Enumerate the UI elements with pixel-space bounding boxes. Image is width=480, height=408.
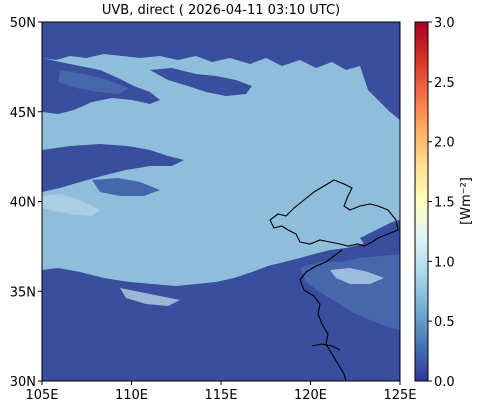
x-tick-label-4: 125E <box>383 388 416 403</box>
x-tick-label-2: 115E <box>204 388 237 403</box>
colorbar <box>414 21 429 382</box>
x-tick-label-1: 110E <box>115 388 148 403</box>
colorbar-tick-label-0: 0.0 <box>434 375 455 390</box>
cloud-northwest-mottle <box>58 70 128 94</box>
cloud-northwest-streak <box>150 68 252 96</box>
x-tick-label-3: 120E <box>294 388 327 403</box>
colorbar-ticks: 0.0 0.5 1.0 1.5 2.0 2.5 3.0 <box>428 16 455 390</box>
cloud-south-mottle-east <box>300 254 400 330</box>
cloud-light-west <box>42 194 100 216</box>
colorbar-tick-label-1: 0.5 <box>434 315 455 330</box>
coastline <box>269 179 399 381</box>
cloud-mid-streaks <box>42 144 184 192</box>
coastline-shandong <box>299 249 347 381</box>
uvb-field <box>42 22 400 381</box>
x-axis: 105E 110E 115E 120E 125E <box>25 381 417 403</box>
y-tick-label-3: 45N <box>10 106 36 121</box>
y-axis: 30N 35N 40N 45N 50N <box>10 16 42 390</box>
y-tick-label-4: 50N <box>10 16 36 31</box>
y-tick-label-0: 30N <box>10 375 36 390</box>
cloud-mid-streak-2 <box>92 178 160 196</box>
colorbar-tick-label-6: 3.0 <box>434 16 455 31</box>
cloud-south-light-patch-2 <box>330 268 384 284</box>
y-tick-label-1: 35N <box>10 285 36 300</box>
cloud-north-band <box>42 22 400 82</box>
colorbar-tick-label-4: 2.0 <box>434 136 455 151</box>
x-tick-label-0: 105E <box>25 388 58 403</box>
colorbar-tick-label-2: 1.0 <box>434 255 455 270</box>
cloud-northeast-patch <box>360 60 400 120</box>
colorbar-tick-label-5: 2.5 <box>434 76 455 91</box>
map-title: UVB, direct ( 2026-04-11 03:10 UTC) <box>101 3 341 18</box>
colorbar-label: [Wm⁻²] <box>459 177 474 225</box>
coastline-shanghai <box>311 343 341 351</box>
colorbar-tick-label-3: 1.5 <box>434 196 455 211</box>
coastline-liaodong <box>269 179 399 247</box>
cloud-south-light-patches <box>120 288 180 306</box>
y-tick-label-2: 40N <box>10 196 36 211</box>
cloud-east-bay-patch <box>360 220 400 252</box>
